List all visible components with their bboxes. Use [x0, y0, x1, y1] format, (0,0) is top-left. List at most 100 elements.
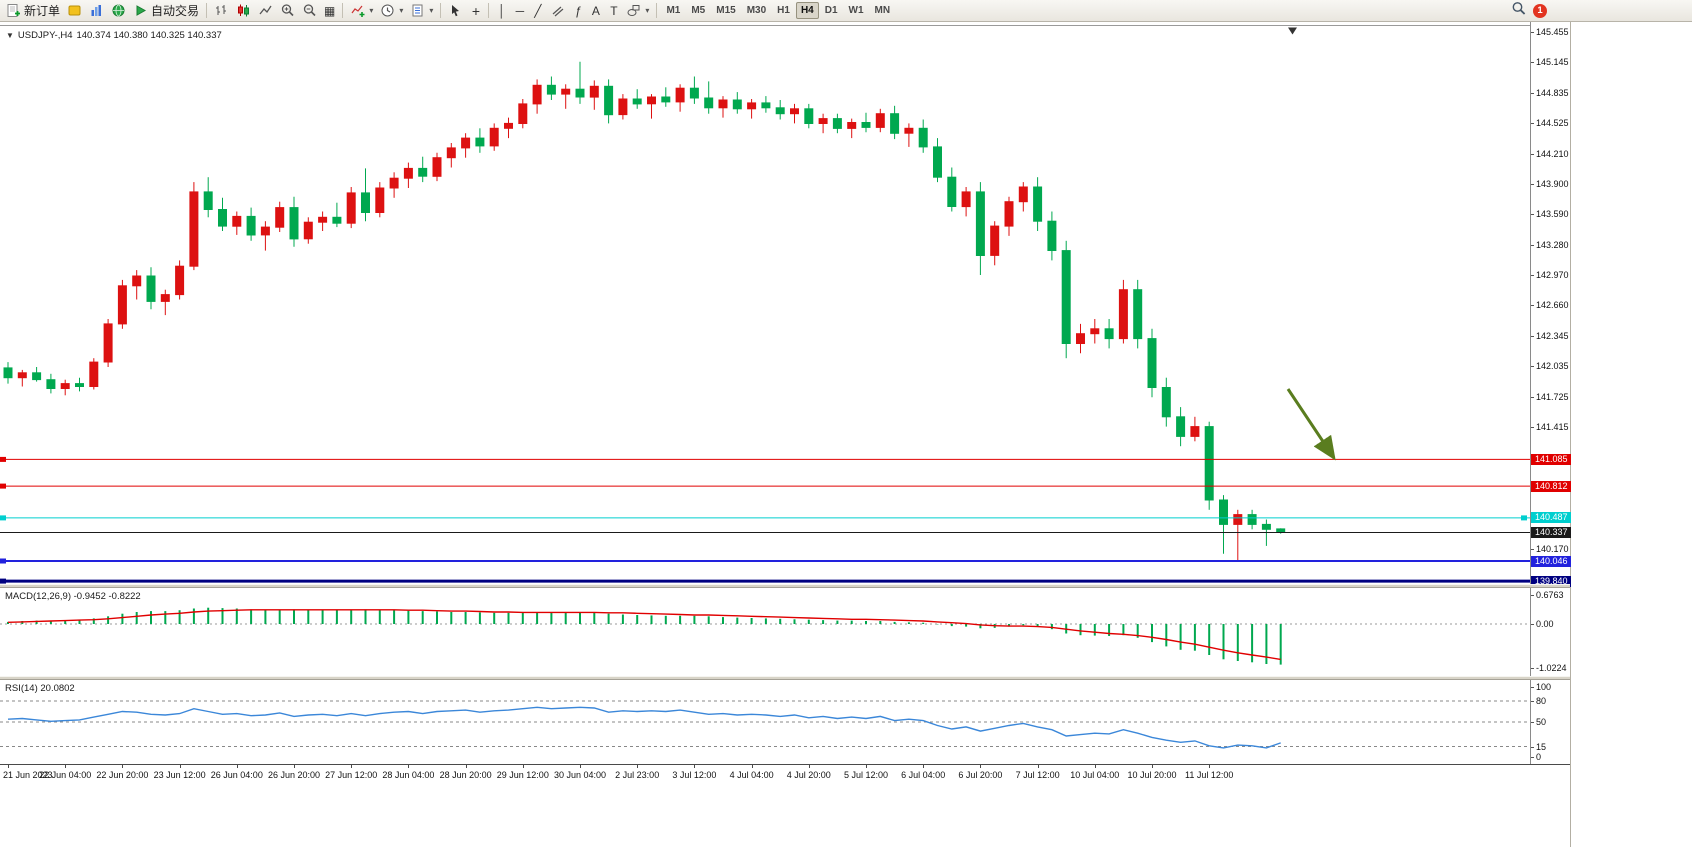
indicators-button[interactable]: ▾ — [347, 1, 376, 21]
autotrade-button[interactable]: 自动交易 — [130, 1, 202, 21]
zoom-in-button[interactable] — [277, 1, 298, 21]
play-icon — [133, 3, 148, 18]
symbol-period-text: USDJPY-,H4 — [17, 30, 73, 41]
main-price-chart[interactable] — [0, 26, 1530, 586]
metaeditor-button[interactable] — [64, 1, 85, 21]
time-label: 30 Jun 04:00 — [553, 770, 607, 780]
shapes-button[interactable]: ▾ — [623, 1, 652, 21]
time-tickmark — [1209, 765, 1211, 768]
zoom-out-icon — [302, 3, 317, 18]
price-tick-label: 144.210 — [1536, 148, 1569, 159]
globe-icon — [111, 3, 126, 18]
vertical-line-icon: │ — [498, 3, 506, 18]
price-badge: 140.487 — [1531, 512, 1571, 524]
tf-button-mn[interactable]: MN — [874, 5, 891, 16]
tf-button-m15[interactable]: M15 — [716, 5, 736, 16]
time-label: 26 Jun 04:00 — [210, 770, 263, 780]
time-tickmark — [808, 765, 810, 768]
rsi-panel[interactable] — [0, 680, 1530, 762]
horizontal-line-button[interactable]: ─ — [511, 1, 528, 21]
label-icon: T — [610, 3, 618, 18]
time-tickmark — [8, 765, 9, 768]
time-tickmark — [351, 765, 353, 768]
price-tick-label: 144.525 — [1536, 117, 1569, 128]
label-button[interactable]: T — [605, 1, 622, 21]
indicators-icon — [350, 3, 365, 18]
time-label: 4 Jul 20:00 — [786, 770, 831, 780]
tf-button-w1[interactable]: W1 — [848, 5, 864, 16]
vertical-line-button[interactable]: │ — [493, 1, 510, 21]
tile-windows-button[interactable]: ▦ — [321, 1, 338, 21]
price-badge: 140.812 — [1531, 480, 1571, 492]
rsi-value: 20.0802 — [40, 683, 75, 694]
price-tickmark — [1531, 244, 1534, 246]
time-tickmark — [751, 765, 753, 768]
chevron-down-icon: ▾ — [369, 6, 374, 15]
price-tick-label: 141.725 — [1536, 391, 1569, 402]
line-chart-icon — [258, 3, 273, 18]
text-button[interactable]: A — [587, 1, 604, 21]
search-icon[interactable] — [1511, 1, 1527, 20]
toolbar: 新订单 自动交易 ▦ ▾ ▾ ▾ — [0, 0, 1692, 22]
bar-chart-type-button[interactable] — [211, 1, 232, 21]
tf-button-m1[interactable]: M1 — [666, 5, 681, 16]
panel-splitter[interactable] — [0, 676, 1570, 680]
macd-scale-label: 0.6763 — [1536, 589, 1564, 600]
trendline-button[interactable]: ╱ — [529, 1, 546, 21]
tf-button-h1[interactable]: H1 — [777, 5, 790, 16]
tf-button-m30[interactable]: M30 — [746, 5, 767, 16]
templates-button[interactable]: ▾ — [407, 1, 436, 21]
time-label: 26 Jun 20:00 — [267, 770, 321, 780]
price-tickmark — [1531, 336, 1534, 338]
cursor-button[interactable] — [445, 1, 466, 21]
time-tickmark — [179, 765, 181, 768]
community-button[interactable] — [108, 1, 129, 21]
macd-tickmark — [1531, 667, 1534, 669]
channel-button[interactable] — [547, 1, 568, 21]
price-scale[interactable]: 145.455 145.145 144.835 144.525 144.210 143.9… — [1530, 22, 1571, 764]
panel-splitter[interactable] — [0, 584, 1570, 588]
toolbar-separator — [342, 3, 344, 18]
toolbar-separator — [656, 3, 658, 18]
candlestick-type-button[interactable] — [233, 1, 254, 21]
time-tickmark — [522, 765, 524, 768]
crosshair-button[interactable]: + — [467, 1, 484, 21]
tf-button-h4[interactable]: H4 — [795, 2, 819, 19]
time-tickmark — [1152, 765, 1153, 768]
macd-panel[interactable] — [0, 588, 1530, 676]
rsi-tickmark — [1531, 687, 1534, 688]
price-tickmark — [1531, 92, 1534, 94]
time-label: 4 Jul 04:00 — [729, 770, 774, 780]
cursor-icon — [448, 3, 463, 18]
charts-button[interactable] — [86, 1, 107, 21]
line-chart-type-button[interactable] — [255, 1, 276, 21]
tf-button-d1[interactable]: D1 — [824, 5, 838, 16]
time-tickmark — [1094, 765, 1096, 768]
shapes-icon — [626, 3, 641, 18]
time-label: 22 Jun 04:00 — [39, 770, 92, 780]
time-tickmark — [122, 765, 124, 768]
price-tick-label: 143.280 — [1536, 239, 1569, 250]
price-tick-label: 142.035 — [1536, 361, 1569, 372]
time-scale[interactable]: 21 Jun 2023 22 Jun 04:00 22 Jun 20:00 23 Ju… — [0, 764, 1570, 847]
zoom-out-button[interactable] — [299, 1, 320, 21]
macd-label: MACD(12,26,9) -0.9452 -0.8222 — [5, 591, 141, 602]
crosshair-icon: + — [471, 2, 481, 19]
notification-badge[interactable]: 1 — [1533, 3, 1547, 18]
price-tick-label: 142.345 — [1536, 331, 1569, 342]
price-badge: 141.085 — [1531, 453, 1571, 465]
rsi-tickmark — [1531, 746, 1534, 748]
fibonacci-button[interactable]: ƒ — [569, 1, 586, 21]
rsi-name: RSI(14) — [5, 683, 38, 694]
macd-scale-label: 0.00 — [1536, 619, 1554, 629]
rsi-scale-label: 0 — [1536, 752, 1542, 762]
time-tickmark — [65, 765, 67, 768]
symbol-dropdown-icon[interactable]: ▼ — [6, 31, 14, 40]
price-tick-label: 143.900 — [1536, 179, 1569, 190]
time-tickmark — [694, 765, 696, 768]
tf-button-m5[interactable]: M5 — [691, 5, 706, 16]
price-tickmark — [1531, 548, 1534, 550]
new-order-button[interactable]: 新订单 — [3, 1, 63, 21]
periods-button[interactable]: ▾ — [377, 1, 406, 21]
